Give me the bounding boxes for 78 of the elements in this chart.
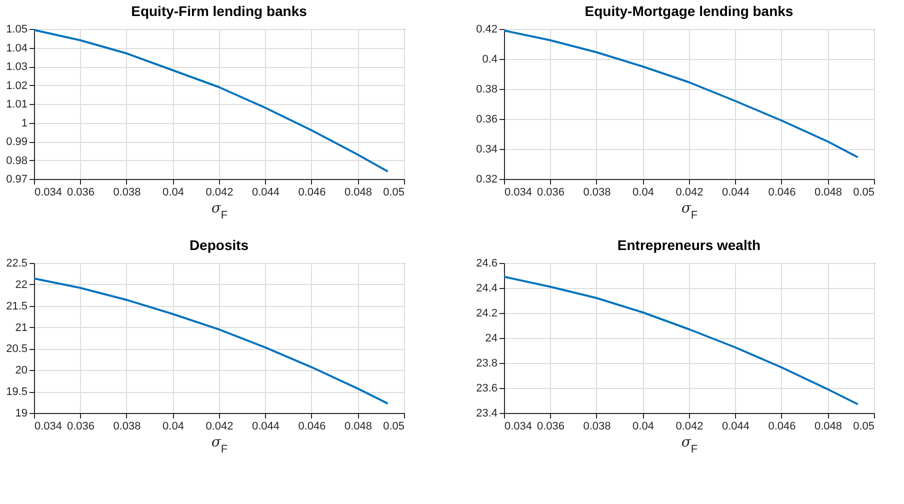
x-tick-label: 0.034 — [504, 186, 532, 198]
x-tick-label: 0.038 — [113, 186, 141, 198]
x-tick-label: 0.04 — [632, 420, 654, 432]
x-tick-label: 0.038 — [583, 186, 611, 198]
y-tick-label: 1 — [21, 117, 28, 130]
y-tick-label: 21 — [15, 322, 28, 334]
y-tick-label: 19.5 — [6, 386, 28, 398]
x-tick-label: 0.044 — [252, 420, 280, 432]
y-tick-label: 23.6 — [476, 382, 498, 394]
y-tick-label: 22 — [15, 278, 28, 291]
y-tick-label: 0.97 — [6, 174, 28, 186]
chart-title: Entrepreneurs wealth — [617, 237, 761, 253]
x-tick-label: 0.046 — [768, 186, 796, 198]
y-tick-label: 22.5 — [6, 258, 28, 270]
x-tick-label: 0.046 — [768, 420, 796, 432]
y-tick-label: 20 — [15, 364, 28, 377]
y-tick-label: 1.01 — [6, 98, 28, 110]
chart-title: Deposits — [189, 237, 249, 253]
x-tick-label: 0.042 — [676, 420, 704, 432]
y-tick-label: 0.42 — [476, 24, 498, 36]
x-tick-label: 0.05 — [383, 420, 404, 432]
x-tick-label: 0.036 — [536, 420, 565, 432]
x-axis-title: σ$_{F}$ — [681, 200, 698, 222]
x-tick-label: 0.036 — [536, 186, 565, 198]
x-tick-label: 0.05 — [853, 420, 874, 432]
y-tick-label: 19 — [15, 408, 28, 420]
line-series — [504, 276, 859, 406]
x-tick-label: 0.042 — [676, 186, 704, 198]
y-tick-label: 0.32 — [476, 174, 498, 186]
x-tick-label: 0.044 — [722, 186, 750, 198]
x-tick-label: 0.048 — [814, 186, 842, 198]
y-tick-label: 1.02 — [6, 80, 28, 92]
x-tick-label: 0.048 — [814, 420, 842, 432]
x-tick-label: 0.05 — [853, 186, 874, 198]
x-tick-label: 0.044 — [722, 420, 750, 432]
x-tick-label: 0.046 — [298, 420, 326, 432]
y-tick-label: 23.8 — [476, 358, 498, 370]
y-tick-label: 0.4 — [482, 54, 498, 66]
y-tick-label: 20.5 — [6, 343, 28, 356]
y-tick-label: 0.99 — [6, 136, 28, 148]
x-tick-label: 0.04 — [162, 186, 184, 198]
y-tick-label: 0.36 — [476, 114, 498, 126]
x-axis-title: σ$_{F}$ — [211, 434, 228, 456]
x-tick-label: 0.048 — [344, 186, 372, 198]
x-tick-label: 0.036 — [66, 420, 95, 432]
x-tick-label: 0.04 — [632, 186, 654, 198]
y-tick-label: 24.6 — [476, 258, 498, 270]
y-tick-label: 0.38 — [476, 84, 498, 96]
x-tick-label: 0.048 — [344, 420, 372, 432]
y-tick-label: 0.98 — [6, 154, 28, 167]
line-series — [34, 277, 389, 405]
y-tick-label: 1.04 — [6, 42, 28, 54]
x-axis-title: σ$_{F}$ — [681, 434, 698, 456]
line-series — [34, 29, 389, 172]
y-tick-label: 1.05 — [6, 24, 28, 36]
x-tick-label: 0.038 — [583, 420, 611, 432]
x-tick-label: 0.04 — [162, 420, 184, 432]
x-tick-label: 0.042 — [206, 420, 234, 432]
y-tick-label: 24 — [485, 332, 498, 344]
y-tick-label: 21.5 — [6, 300, 28, 312]
x-tick-label: 0.036 — [66, 186, 95, 198]
chart-title: Equity-Firm lending banks — [131, 3, 308, 19]
x-tick-label: 0.038 — [113, 420, 141, 432]
x-axis-title: σ$_{F}$ — [211, 200, 228, 222]
x-tick-label: 0.046 — [298, 186, 326, 198]
x-tick-label: 0.034 — [34, 420, 62, 432]
y-tick-label: 0.34 — [476, 144, 498, 156]
chart-title: Equity-Mortgage lending banks — [584, 3, 794, 19]
y-tick-label: 24.2 — [476, 308, 498, 320]
line-series — [504, 30, 859, 158]
y-tick-label: 24.4 — [476, 282, 498, 294]
x-tick-label: 0.042 — [206, 186, 234, 198]
y-tick-label: 1.03 — [6, 61, 28, 73]
y-tick-label: 23.4 — [476, 408, 498, 420]
x-tick-label: 0.034 — [34, 186, 62, 198]
x-tick-label: 0.05 — [383, 186, 404, 198]
x-tick-label: 0.034 — [504, 420, 532, 432]
x-tick-label: 0.044 — [252, 186, 280, 198]
